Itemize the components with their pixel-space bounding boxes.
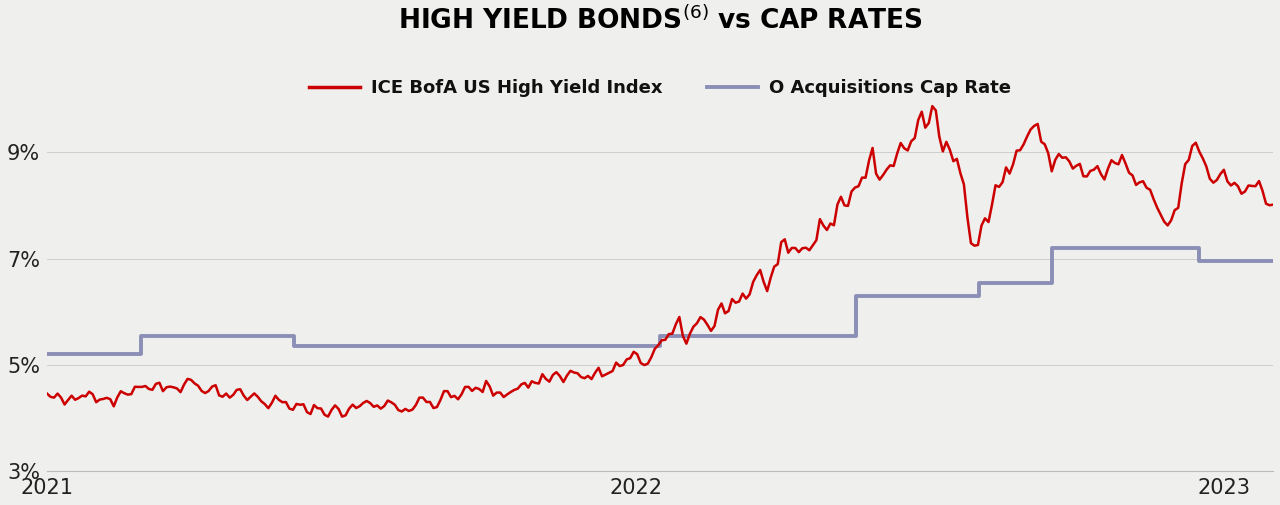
Title: $\mathbf{HIGH\ YIELD\ BONDS}^{(6)}\mathbf{\ vs\ CAP\ RATES}$: $\mathbf{HIGH\ YIELD\ BONDS}^{(6)}\mathb… <box>398 7 923 35</box>
Legend: ICE BofA US High Yield Index, O Acquisitions Cap Rate: ICE BofA US High Yield Index, O Acquisit… <box>302 72 1018 105</box>
